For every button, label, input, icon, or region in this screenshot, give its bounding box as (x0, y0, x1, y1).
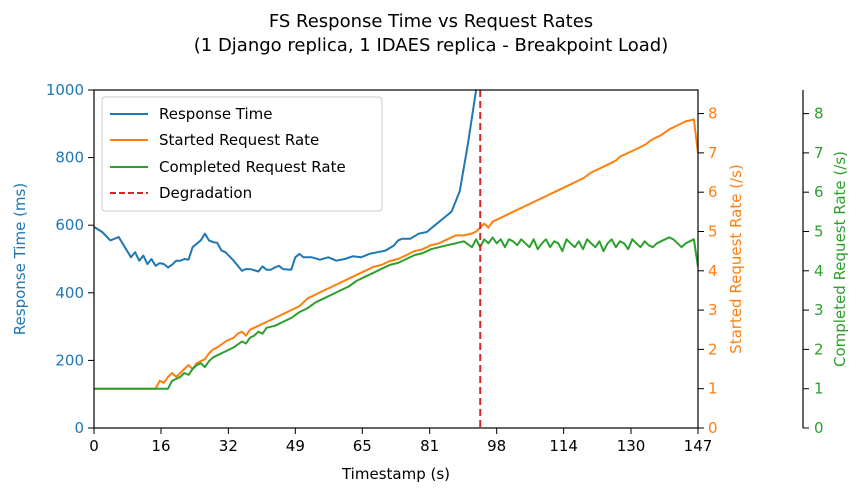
started-rate-tick-label: 1 (708, 380, 718, 398)
right-y-axis-started-ticks: 0 1 2 3 4 5 6 7 8 (698, 105, 718, 437)
started-rate-tick-label: 6 (708, 183, 718, 201)
completed-rate-tick-label: 8 (814, 105, 824, 123)
x-tick-label: 16 (151, 437, 170, 455)
x-axis-label: Timestamp (s) (341, 465, 450, 483)
completed-rate-tick-label: 4 (814, 262, 824, 280)
left-y-tick-label: 600 (55, 216, 84, 234)
x-tick-label: 65 (353, 437, 372, 455)
x-tick-label: 98 (487, 437, 506, 455)
x-tick-label: 0 (89, 437, 99, 455)
legend-label-degradation: Degradation (159, 184, 252, 202)
x-tick-label: 130 (617, 437, 646, 455)
completed-rate-tick-label: 5 (814, 222, 824, 240)
started-rate-tick-label: 3 (708, 301, 718, 319)
x-tick-label: 147 (684, 437, 713, 455)
started-rate-tick-label: 5 (708, 222, 718, 240)
completed-rate-tick-label: 3 (814, 301, 824, 319)
completed-rate-tick-label: 0 (814, 419, 824, 437)
series-line-completed-rate (94, 236, 698, 390)
started-rate-tick-label: 0 (708, 419, 718, 437)
right-y-axis-completed-ticks: 0 1 2 3 4 5 6 7 8 (803, 105, 824, 437)
x-tick-label: 49 (286, 437, 305, 455)
plot-area-frame (93, 89, 699, 429)
completed-rate-tick-label: 6 (814, 183, 824, 201)
left-y-tick-label: 800 (55, 149, 84, 167)
x-tick-label: 114 (549, 437, 578, 455)
x-axis-ticks: 0 16 32 49 65 81 98 114 130 147 (89, 428, 712, 455)
x-tick-label: 81 (420, 437, 439, 455)
completed-rate-axis-label: Completed Request Rate (/s) (831, 151, 849, 367)
legend-label-completed-rate: Completed Request Rate (159, 158, 346, 176)
chart-title-line2: (1 Django replica, 1 IDAES replica - Bre… (194, 35, 668, 56)
x-tick-label: 32 (219, 437, 238, 455)
started-rate-tick-label: 7 (708, 144, 718, 162)
left-y-tick-label: 0 (74, 419, 84, 437)
completed-rate-tick-label: 7 (814, 144, 824, 162)
plot-lines (94, 90, 698, 428)
left-y-tick-label: 1000 (46, 81, 84, 99)
started-rate-tick-label: 4 (708, 262, 718, 280)
legend-label-response-time: Response Time (159, 105, 273, 123)
legend: Response Time Started Request Rate Compl… (101, 96, 383, 212)
left-y-tick-label: 200 (55, 351, 84, 369)
left-y-axis-ticks: 0 200 400 600 800 1000 (46, 81, 94, 437)
started-rate-axis-label: Started Request Rate (/s) (727, 164, 745, 354)
left-y-axis-label: Response Time (ms) (11, 183, 29, 335)
chart-title-line1: FS Response Time vs Request Rates (269, 11, 593, 32)
series-line-response-time (94, 90, 478, 273)
started-rate-tick-label: 2 (708, 340, 718, 358)
completed-rate-tick-label: 1 (814, 380, 824, 398)
series-line-started-rate (94, 118, 698, 390)
completed-rate-tick-label: 2 (814, 340, 824, 358)
legend-box (101, 96, 383, 212)
started-rate-tick-label: 8 (708, 105, 718, 123)
legend-label-started-rate: Started Request Rate (159, 131, 319, 149)
left-y-tick-label: 400 (55, 284, 84, 302)
